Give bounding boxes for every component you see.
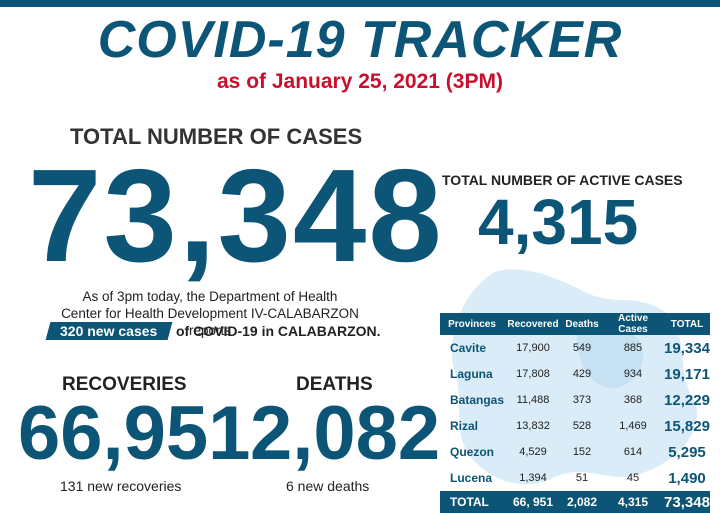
total-cell: 19,334 bbox=[664, 339, 710, 357]
active-cell: 368 bbox=[623, 394, 643, 406]
total-cell: 15,829 bbox=[664, 417, 710, 435]
total-active: 4,315 bbox=[602, 491, 664, 513]
active-cell: 1,469 bbox=[619, 420, 647, 432]
recoveries-value: 66,951 bbox=[18, 391, 251, 476]
col-header-total: TOTAL bbox=[664, 313, 710, 335]
active-cases-value: 4,315 bbox=[478, 186, 639, 258]
table-row: Batangas 11,488 373 368 12,229 bbox=[440, 387, 710, 413]
recoveries-label: RECOVERIES bbox=[62, 374, 187, 395]
total-cell: 5,295 bbox=[668, 443, 706, 461]
new-deaths: 6 new deaths bbox=[286, 478, 370, 494]
col-header-provinces: Provinces bbox=[440, 313, 504, 335]
page-title: COVID-19 TRACKER bbox=[97, 11, 623, 69]
total-cases-label: TOTAL NUMBER OF CASES bbox=[70, 124, 363, 149]
deaths-cell: 549 bbox=[572, 342, 592, 354]
province-name: Lucena bbox=[450, 471, 493, 485]
province-table: Provinces Recovered Deaths Active Cases … bbox=[440, 313, 710, 513]
total-cell: 19,171 bbox=[664, 365, 710, 383]
recovered-cell: 4,529 bbox=[519, 446, 547, 458]
as-of-date: as of January 25, 2021 (3PM) bbox=[217, 70, 503, 93]
table-row: Lucena 1,394 51 45 1,490 bbox=[440, 465, 710, 491]
active-cell: 934 bbox=[623, 368, 643, 380]
deaths-cell: 429 bbox=[572, 368, 592, 380]
table-row: Rizal 13,832 528 1,469 15,829 bbox=[440, 413, 710, 439]
new-cases-badge-text: 320 new cases bbox=[60, 323, 158, 339]
table-total-row: TOTAL 66, 951 2,082 4,315 73,348 bbox=[440, 491, 710, 513]
recovered-cell: 1,394 bbox=[519, 472, 547, 484]
total-cell: 12,229 bbox=[664, 391, 710, 409]
active-cell: 45 bbox=[626, 472, 640, 484]
province-name: Quezon bbox=[450, 445, 494, 459]
new-cases-badge: 320 new cases bbox=[45, 322, 173, 340]
col-header-recovered: Recovered bbox=[504, 313, 562, 335]
active-cell: 885 bbox=[623, 342, 643, 354]
grand-total: 73,348 bbox=[664, 491, 710, 513]
table-row: Laguna 17,808 429 934 19,171 bbox=[440, 361, 710, 387]
recovered-cell: 17,808 bbox=[516, 368, 550, 380]
province-name: Cavite bbox=[450, 341, 487, 355]
note-line-3: 320 new cases of COVID-19 in CALABARZON. bbox=[45, 322, 408, 342]
province-name: Rizal bbox=[450, 419, 479, 433]
total-row-label: TOTAL bbox=[440, 491, 504, 513]
total-cases-value: 73,348 bbox=[28, 142, 444, 289]
province-name: Laguna bbox=[450, 367, 493, 381]
total-recovered: 66, 951 bbox=[504, 491, 562, 513]
recovered-cell: 17,900 bbox=[516, 342, 550, 354]
deaths-cell: 373 bbox=[572, 394, 592, 406]
note-line-1: As of 3pm today, the Department of Healt… bbox=[82, 289, 338, 304]
total-cell: 1,490 bbox=[668, 469, 706, 487]
report-note: As of 3pm today, the Department of Healt… bbox=[40, 288, 380, 339]
col-header-deaths: Deaths bbox=[562, 313, 602, 335]
deaths-cell: 152 bbox=[572, 446, 592, 458]
deaths-cell: 51 bbox=[575, 472, 589, 484]
note-line-3-text: of COVID-19 in CALABARZON. bbox=[176, 323, 381, 339]
deaths-label: DEATHS bbox=[296, 374, 373, 395]
note-line-2: Center for Health Development IV-CALABAR… bbox=[61, 306, 359, 338]
top-accent-bar bbox=[0, 0, 720, 7]
table-row: Cavite 17,900 549 885 19,334 bbox=[440, 335, 710, 361]
active-cell: 614 bbox=[623, 446, 643, 458]
table-header-row: Provinces Recovered Deaths Active Cases … bbox=[440, 313, 710, 335]
col-header-active: Active Cases bbox=[602, 313, 664, 335]
deaths-cell: 528 bbox=[572, 420, 592, 432]
table-row: Quezon 4,529 152 614 5,295 bbox=[440, 439, 710, 465]
recovered-cell: 13,832 bbox=[516, 420, 550, 432]
total-deaths: 2,082 bbox=[562, 491, 602, 513]
deaths-value: 2,082 bbox=[250, 391, 441, 476]
province-name: Batangas bbox=[450, 393, 505, 407]
active-cases-label: TOTAL NUMBER OF ACTIVE CASES bbox=[442, 172, 683, 188]
new-recoveries: 131 new recoveries bbox=[60, 478, 182, 494]
recovered-cell: 11,488 bbox=[516, 394, 550, 406]
